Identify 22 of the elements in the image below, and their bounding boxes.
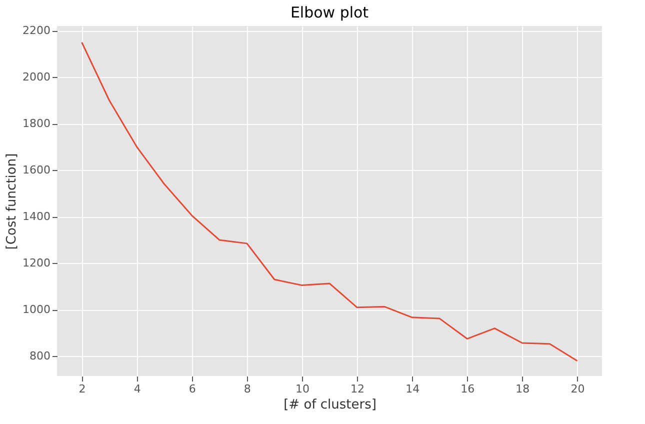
y-tick-label: 1000 — [22, 303, 50, 316]
x-tick-label: 2 — [78, 382, 86, 396]
y-tick-label: 1800 — [22, 117, 50, 130]
y-tick-label: 1600 — [22, 164, 50, 177]
x-tick-label: 20 — [570, 382, 585, 396]
y-tick-label: 1400 — [22, 210, 50, 224]
x-tick-label: 6 — [188, 382, 196, 396]
y-tick-label: 2200 — [22, 24, 50, 38]
x-tick-label: 18 — [516, 382, 530, 396]
y-tick-label: 2000 — [22, 70, 50, 84]
x-tick-label: 16 — [460, 382, 475, 396]
x-tick-label: 8 — [244, 382, 251, 396]
x-tick-label: 12 — [350, 382, 365, 396]
chart-title: Elbow plot — [290, 4, 369, 22]
line-series — [81, 42, 578, 362]
x-tick-label: 4 — [134, 382, 141, 396]
x-axis-title: [# of clusters] — [284, 398, 376, 412]
y-tick-label: 1200 — [22, 256, 50, 270]
x-tick-label: 10 — [295, 382, 310, 396]
x-tick-label: 14 — [406, 382, 420, 396]
y-tick-label: 800 — [30, 350, 50, 363]
y-axis-title: [Cost function] — [4, 153, 20, 250]
